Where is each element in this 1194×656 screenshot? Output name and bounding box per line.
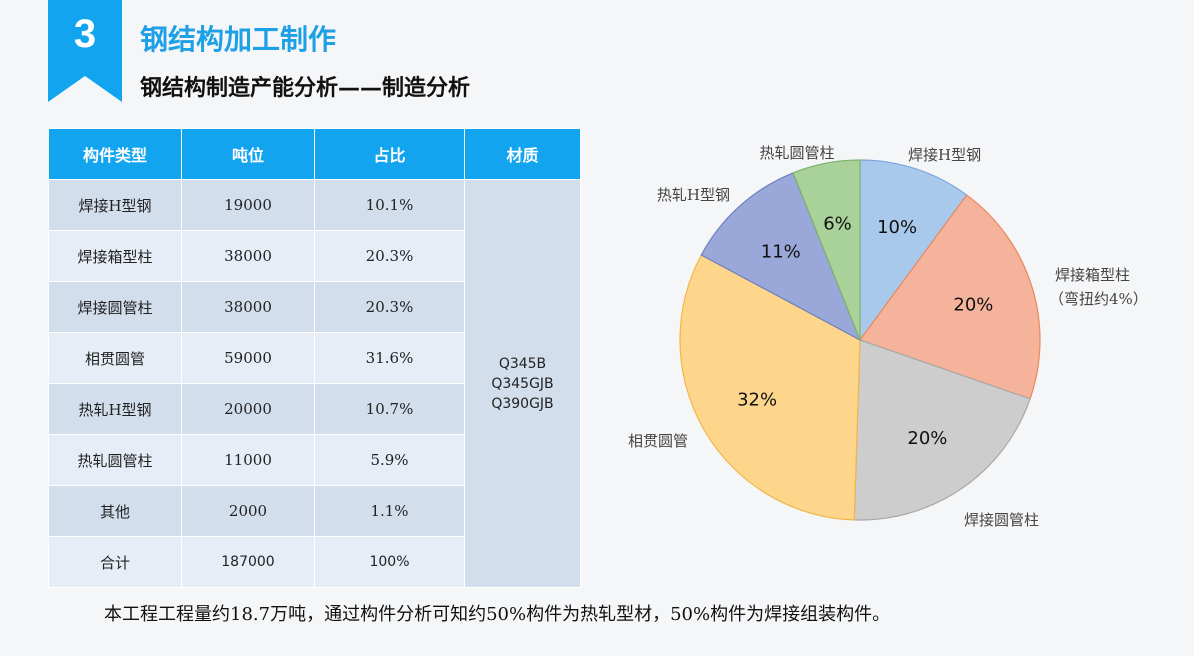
pie-slice xyxy=(859,159,968,342)
slice-category-label: 相贯圆管 xyxy=(628,432,688,450)
slice-percent-label: 11% xyxy=(761,242,801,263)
table-row: 其他 2000 1.1% xyxy=(48,485,581,537)
type-cell: 热轧H型钢 xyxy=(48,383,182,435)
header-cell: 吨位 xyxy=(181,128,315,180)
slice-percent-label: 10% xyxy=(877,217,917,238)
type-cell: 焊接箱型柱 xyxy=(48,230,182,282)
table-row: 热轧H型钢 20000 10.7% xyxy=(48,383,581,435)
material-item: Q345GJB xyxy=(491,375,554,392)
header-cell: 构件类型 xyxy=(48,128,182,180)
tonnage-cell: 59000 xyxy=(181,332,315,384)
badge-shape xyxy=(48,0,122,102)
pie-chart: 10% 焊接H型钢 20% 焊接箱型柱 （弯扭约4%） 20% 焊接圆管柱 32% 相贯圆管 11… xyxy=(628,144,1148,529)
footnote: 本工程工程量约18.7万吨，通过构件分析可知约50%构件为热轧型材，50%构件为… xyxy=(104,604,891,625)
tonnage-cell: 2000 xyxy=(181,485,315,537)
material-cell: Q345B Q345GJB Q390GJB xyxy=(464,179,581,588)
slice-category-label: 热轧圆管柱 xyxy=(759,144,834,162)
total-tonnage-cell: 187000 xyxy=(181,536,315,588)
table-row: 热轧圆管柱 11000 5.9% xyxy=(48,434,581,486)
slice-percent-label: 20% xyxy=(953,295,993,316)
section-number-badge: 3 xyxy=(48,0,122,102)
table-header-row: 构件类型 吨位 占比 材质 xyxy=(48,128,581,180)
tonnage-cell: 38000 xyxy=(181,230,315,282)
type-cell: 焊接圆管柱 xyxy=(48,281,182,333)
type-cell: 热轧圆管柱 xyxy=(48,434,182,486)
share-cell: 1.1% xyxy=(314,485,465,537)
pie-slice xyxy=(853,339,1031,521)
slice-category-label: 焊接H型钢 xyxy=(908,146,981,164)
table-row: 焊接箱型柱 38000 20.3% xyxy=(48,230,581,282)
slice-percent-label: 6% xyxy=(823,213,852,234)
material-item: Q345B xyxy=(498,355,547,372)
tonnage-cell: 20000 xyxy=(181,383,315,435)
slice-category-label: 焊接箱型柱 xyxy=(1055,266,1130,284)
pie-slice xyxy=(792,159,861,341)
slice-percent-label: 20% xyxy=(907,428,947,449)
table-row: 焊接圆管柱 38000 20.3% xyxy=(48,281,581,333)
total-type-cell: 合计 xyxy=(48,536,182,588)
type-cell: 其他 xyxy=(48,485,182,537)
pie-slice xyxy=(679,254,861,521)
section-subtitle: 钢结构制造产能分析——制造分析 xyxy=(140,76,471,101)
share-cell: 31.6% xyxy=(314,332,465,384)
share-cell: 20.3% xyxy=(314,230,465,282)
tonnage-cell: 11000 xyxy=(181,434,315,486)
material-item: Q390GJB xyxy=(491,395,554,412)
pie-slice xyxy=(859,194,1041,400)
header-cell: 占比 xyxy=(314,128,465,180)
tonnage-table: 构件类型 吨位 占比 材质 焊接H型钢 19000 10.1% Q345B Q3… xyxy=(48,128,581,588)
header-cell: 材质 xyxy=(464,128,581,180)
total-share-cell: 100% xyxy=(314,536,465,588)
section-title: 钢结构加工制作 xyxy=(140,23,337,56)
tonnage-cell: 38000 xyxy=(181,281,315,333)
table-row: 焊接H型钢 19000 10.1% Q345B Q345GJB Q390GJB xyxy=(48,179,581,588)
share-cell: 5.9% xyxy=(314,434,465,486)
pie-slice xyxy=(700,172,862,342)
share-cell: 10.1% xyxy=(314,179,465,231)
table-total-row: 合计 187000 100% xyxy=(48,536,581,588)
section-number: 3 xyxy=(73,12,97,56)
slice-category-label: 焊接圆管柱 xyxy=(964,511,1039,529)
slice-category-sublabel: （弯扭约4%） xyxy=(1049,290,1148,308)
slice-category-label: 热轧H型钢 xyxy=(657,186,730,204)
table-row: 相贯圆管 59000 31.6% xyxy=(48,332,581,384)
slice-percent-label: 32% xyxy=(737,389,777,410)
type-cell: 焊接H型钢 xyxy=(48,179,182,231)
tonnage-cell: 19000 xyxy=(181,179,315,231)
share-cell: 10.7% xyxy=(314,383,465,435)
share-cell: 20.3% xyxy=(314,281,465,333)
type-cell: 相贯圆管 xyxy=(48,332,182,384)
